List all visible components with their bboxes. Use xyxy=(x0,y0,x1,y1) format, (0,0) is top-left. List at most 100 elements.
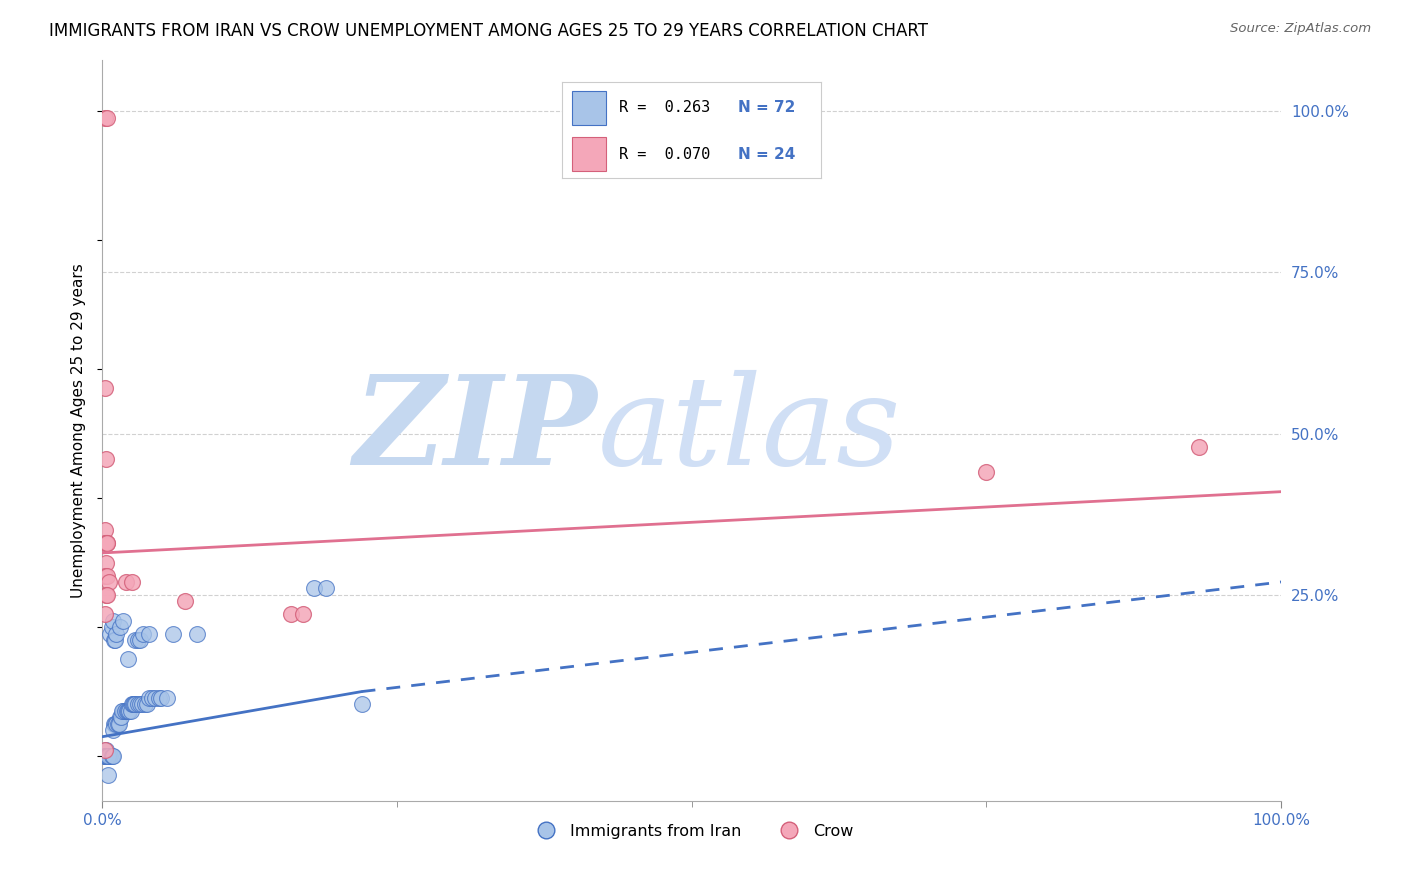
Point xyxy=(97,749,120,764)
Point xyxy=(117,652,139,666)
Point xyxy=(94,556,117,570)
Point xyxy=(120,704,142,718)
Point xyxy=(138,626,160,640)
Point xyxy=(98,574,121,589)
Point xyxy=(105,626,128,640)
Point xyxy=(96,588,118,602)
Point xyxy=(103,632,125,647)
Point xyxy=(94,749,117,764)
Point xyxy=(96,111,118,125)
Point xyxy=(315,582,337,596)
Point xyxy=(97,749,120,764)
Point xyxy=(976,466,998,480)
Point xyxy=(136,698,159,712)
Point xyxy=(186,626,208,640)
Point xyxy=(93,607,115,622)
Point xyxy=(111,704,134,718)
Point xyxy=(94,588,117,602)
Point xyxy=(131,698,153,712)
Point xyxy=(173,594,195,608)
Point xyxy=(143,691,166,706)
Point xyxy=(148,691,170,706)
Point xyxy=(134,698,156,712)
Point xyxy=(93,749,115,764)
Point xyxy=(156,691,179,706)
Text: Source: ZipAtlas.com: Source: ZipAtlas.com xyxy=(1230,22,1371,36)
Point xyxy=(115,704,138,718)
Point xyxy=(96,749,118,764)
Point xyxy=(98,749,121,764)
Text: IMMIGRANTS FROM IRAN VS CROW UNEMPLOYMENT AMONG AGES 25 TO 29 YEARS CORRELATION : IMMIGRANTS FROM IRAN VS CROW UNEMPLOYMEN… xyxy=(49,22,928,40)
Point xyxy=(93,536,115,550)
Point xyxy=(112,614,135,628)
Text: atlas: atlas xyxy=(598,369,901,491)
Point xyxy=(121,698,143,712)
Point xyxy=(108,710,131,724)
Point xyxy=(97,749,120,764)
Point xyxy=(97,768,120,782)
Point xyxy=(100,620,122,634)
Point xyxy=(94,749,117,764)
Point xyxy=(93,382,115,396)
Point xyxy=(121,698,143,712)
Point xyxy=(127,698,149,712)
Point xyxy=(129,632,152,647)
Point xyxy=(96,536,118,550)
Point xyxy=(291,607,314,622)
Point xyxy=(94,749,117,764)
Point xyxy=(118,704,141,718)
Point xyxy=(98,749,121,764)
Point xyxy=(93,749,115,764)
Point xyxy=(96,749,118,764)
Point xyxy=(107,716,129,731)
Point xyxy=(129,698,152,712)
Point xyxy=(100,749,122,764)
Text: ZIP: ZIP xyxy=(353,369,598,491)
Point xyxy=(94,452,117,467)
Point xyxy=(104,632,127,647)
Point xyxy=(101,614,124,628)
Point xyxy=(114,704,136,718)
Point xyxy=(162,626,184,640)
Point xyxy=(350,698,373,712)
Point xyxy=(124,698,146,712)
Point xyxy=(94,742,117,756)
Point xyxy=(100,626,122,640)
Point xyxy=(108,620,131,634)
Point xyxy=(114,704,136,718)
Point xyxy=(96,749,118,764)
Point xyxy=(127,632,149,647)
Point xyxy=(101,749,124,764)
Point xyxy=(96,749,118,764)
Point xyxy=(150,691,173,706)
Point xyxy=(93,742,115,756)
Point xyxy=(101,723,124,738)
Point xyxy=(132,626,155,640)
Point xyxy=(280,607,302,622)
Legend: Immigrants from Iran, Crow: Immigrants from Iran, Crow xyxy=(523,817,860,845)
Point xyxy=(105,716,128,731)
Point xyxy=(97,749,120,764)
Point xyxy=(94,536,117,550)
Point xyxy=(141,691,163,706)
Y-axis label: Unemployment Among Ages 25 to 29 years: Unemployment Among Ages 25 to 29 years xyxy=(72,263,86,598)
Point xyxy=(100,749,122,764)
Point xyxy=(94,749,117,764)
Point xyxy=(93,749,115,764)
Point xyxy=(93,111,115,125)
Point xyxy=(110,710,132,724)
Point xyxy=(103,716,125,731)
Point xyxy=(117,704,139,718)
Point xyxy=(104,716,127,731)
Point xyxy=(304,582,326,596)
Point xyxy=(93,524,115,538)
Point xyxy=(124,632,146,647)
Point xyxy=(114,574,136,589)
Point xyxy=(107,716,129,731)
Point xyxy=(138,691,160,706)
Point xyxy=(121,574,143,589)
Point xyxy=(112,704,135,718)
Point xyxy=(96,568,118,582)
Point xyxy=(93,568,115,582)
Point xyxy=(96,536,118,550)
